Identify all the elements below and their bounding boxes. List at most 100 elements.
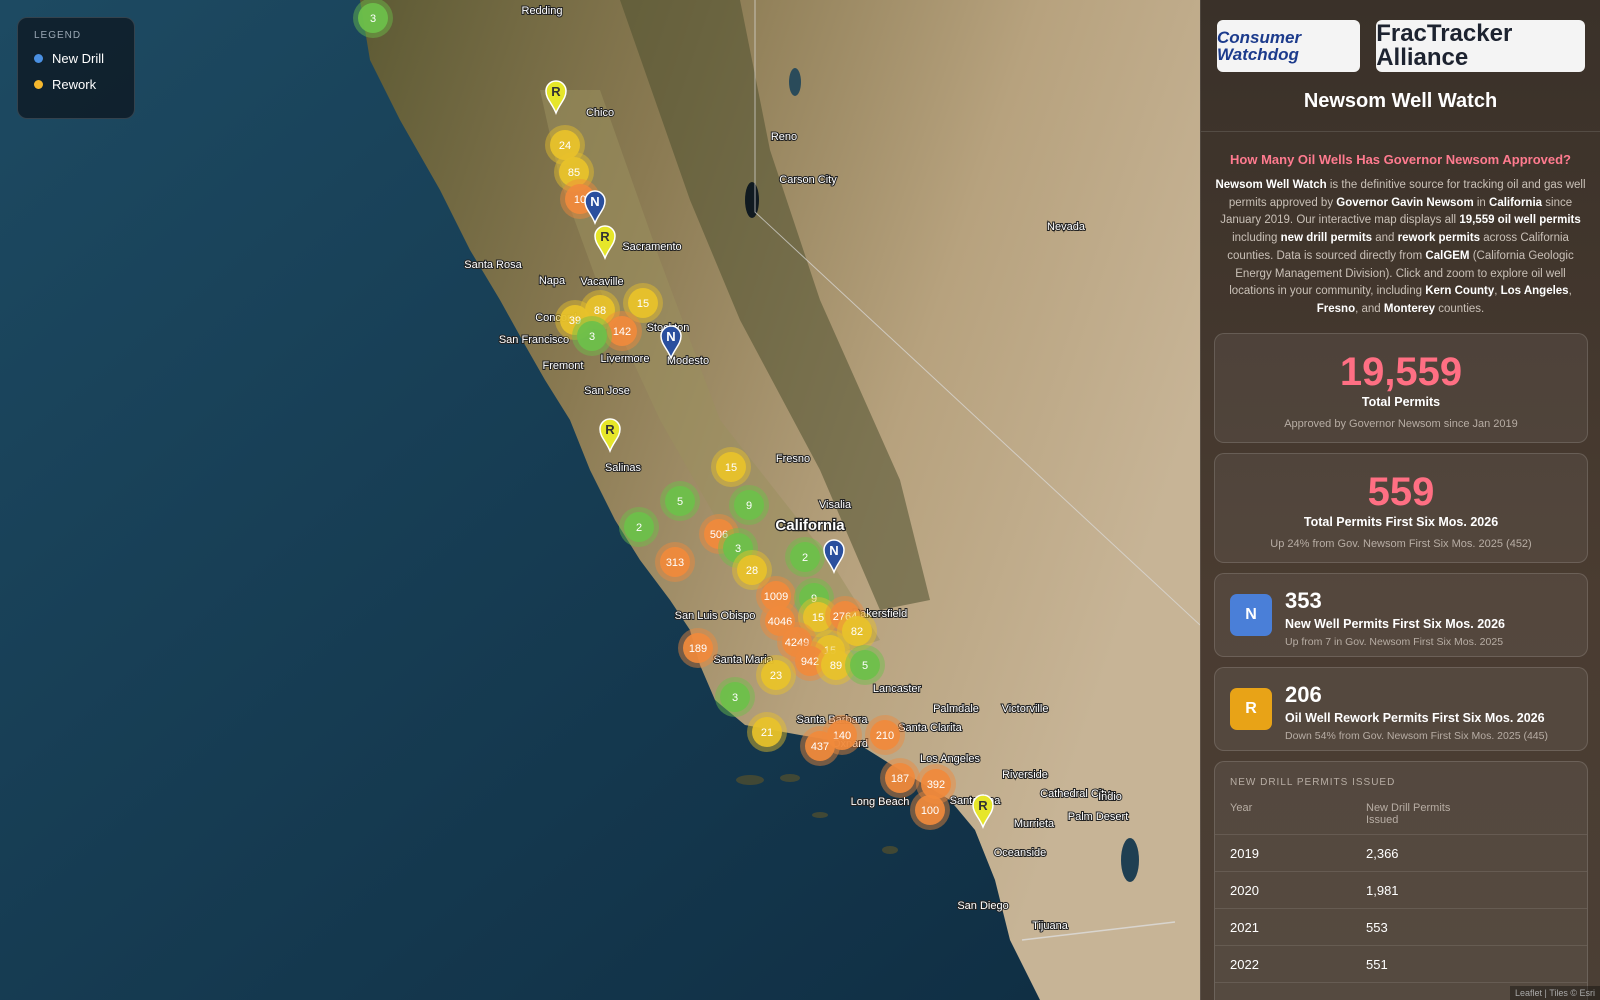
- intro-text: , and: [1355, 302, 1384, 315]
- place-label: San Jose: [584, 385, 630, 397]
- cluster[interactable]: 21: [747, 712, 787, 752]
- intro-text: ,: [1494, 285, 1501, 298]
- cluster[interactable]: 2: [619, 507, 659, 547]
- marker-pin[interactable]: N: [660, 325, 682, 361]
- marker-pin[interactable]: N: [823, 539, 845, 575]
- cluster[interactable]: 210: [865, 715, 905, 755]
- cluster[interactable]: 392: [916, 764, 956, 804]
- cluster[interactable]: 24: [545, 125, 585, 165]
- cluster[interactable]: 5: [845, 645, 885, 685]
- logo[interactable]: Consumer Watchdog: [1217, 20, 1361, 72]
- cluster-dot: [660, 547, 690, 577]
- pin-letter: N: [590, 194, 599, 209]
- cluster[interactable]: 313: [655, 542, 695, 582]
- cluster-dot: [850, 650, 880, 680]
- cluster-dot: [577, 321, 607, 351]
- pin-letter: N: [829, 543, 838, 558]
- cluster[interactable]: 5: [660, 481, 700, 521]
- cluster-dot: [803, 602, 833, 632]
- place-label: Modesto: [667, 355, 709, 367]
- stat-value: 559: [1367, 470, 1435, 514]
- cluster-dot: [795, 646, 825, 676]
- cluster-count: 85: [568, 167, 580, 179]
- cluster[interactable]: 2: [785, 537, 825, 577]
- cluster[interactable]: 9: [729, 485, 769, 525]
- channel-islands: [736, 774, 898, 854]
- cluster-count: 82: [851, 626, 863, 638]
- cluster[interactable]: 189: [678, 628, 718, 668]
- cluster-count: 9: [746, 500, 752, 512]
- marker-pin[interactable]: R: [594, 225, 616, 261]
- cluster[interactable]: 3: [715, 677, 755, 717]
- table-title: NEW DRILL PERMITS ISSUED: [1230, 777, 1396, 788]
- pin: [660, 325, 682, 361]
- cluster-dot: [752, 717, 782, 747]
- cluster-dot: [737, 555, 767, 585]
- cluster-dot: [628, 288, 658, 318]
- intro-text: rework permits: [1397, 232, 1481, 245]
- legend-item: Rework: [34, 77, 118, 92]
- cluster-dot: [761, 581, 791, 611]
- stat-card: 19,559 Total Permits Approved by Governo…: [1214, 333, 1588, 443]
- place-label: San Luis Obispo: [675, 610, 756, 622]
- stat-label: New Well Permits First Six Mos. 2026: [1285, 617, 1505, 631]
- cluster[interactable]: 3: [572, 316, 612, 356]
- pin-letter: R: [605, 422, 615, 437]
- state-border: [754, 0, 1200, 626]
- place-label: San Diego: [957, 900, 1008, 912]
- marker-pin[interactable]: R: [972, 794, 994, 830]
- intro-text: and: [1372, 232, 1398, 245]
- stat-note: Approved by Governor Newsom since Jan 20…: [1284, 418, 1518, 430]
- map[interactable]: Redding Chico Reno Carson City Sacramento San…: [0, 0, 1200, 1000]
- cluster[interactable]: 23: [756, 655, 796, 695]
- marker-pin[interactable]: R: [599, 418, 621, 454]
- column-header: Year: [1230, 802, 1253, 814]
- cluster-count: 23: [770, 670, 782, 682]
- intro-text: Kern County: [1425, 285, 1495, 298]
- cluster-dot: [723, 533, 753, 563]
- cluster-dot: [821, 650, 851, 680]
- place-label: Riverside: [1002, 769, 1048, 781]
- place-label: Victorville: [1002, 703, 1049, 715]
- cluster[interactable]: 142: [602, 311, 642, 351]
- cluster[interactable]: 1009: [756, 576, 796, 616]
- cluster-count: 21: [761, 727, 773, 739]
- attribution: Leaflet | Tiles © Esri: [1510, 986, 1600, 1000]
- place-label: Salinas: [605, 462, 642, 474]
- marker-pin[interactable]: N: [584, 190, 606, 226]
- cluster[interactable]: 89: [816, 645, 856, 685]
- stat-value: 19,559: [1339, 350, 1463, 394]
- cluster-count: 210: [876, 730, 894, 742]
- place-label: Chico: [586, 107, 614, 119]
- intro-text: including: [1232, 232, 1281, 245]
- cluster[interactable]: 187: [880, 758, 920, 798]
- cluster[interactable]: 28: [732, 550, 772, 590]
- cluster[interactable]: 942: [790, 641, 830, 681]
- cluster[interactable]: 437: [800, 726, 840, 766]
- cluster-dot: [870, 720, 900, 750]
- cluster-count: 2: [802, 552, 808, 564]
- cluster[interactable]: 85: [554, 152, 594, 192]
- cluster[interactable]: 100: [910, 790, 950, 830]
- sidebar: Consumer Watchdog FracTracker Alliance N…: [1200, 0, 1600, 1000]
- place-label: Murrieta: [1014, 818, 1055, 830]
- pin: [972, 794, 994, 830]
- cluster[interactable]: 15: [798, 597, 838, 637]
- cluster[interactable]: 15: [711, 447, 751, 487]
- marker-pin[interactable]: R: [545, 80, 567, 116]
- column-header: New Drill Permits Issued: [1366, 802, 1451, 826]
- place-label: Santa Rosa: [464, 259, 522, 271]
- intro-text: is the definitive source for tracking oi…: [1228, 179, 1586, 209]
- cluster[interactable]: 3: [353, 0, 393, 38]
- place-label: Livermore: [601, 353, 650, 365]
- cluster[interactable]: 15: [623, 283, 663, 323]
- table-cell: 2,366: [1366, 845, 1399, 861]
- salton-sea: [1121, 838, 1139, 882]
- cluster[interactable]: 82: [837, 611, 877, 651]
- cluster-count: 140: [833, 730, 851, 742]
- place-label: Bakersfield: [853, 608, 907, 620]
- logo[interactable]: FracTracker Alliance: [1376, 20, 1585, 72]
- place-label: Visalia: [819, 499, 852, 511]
- cluster-count: 187: [891, 773, 909, 785]
